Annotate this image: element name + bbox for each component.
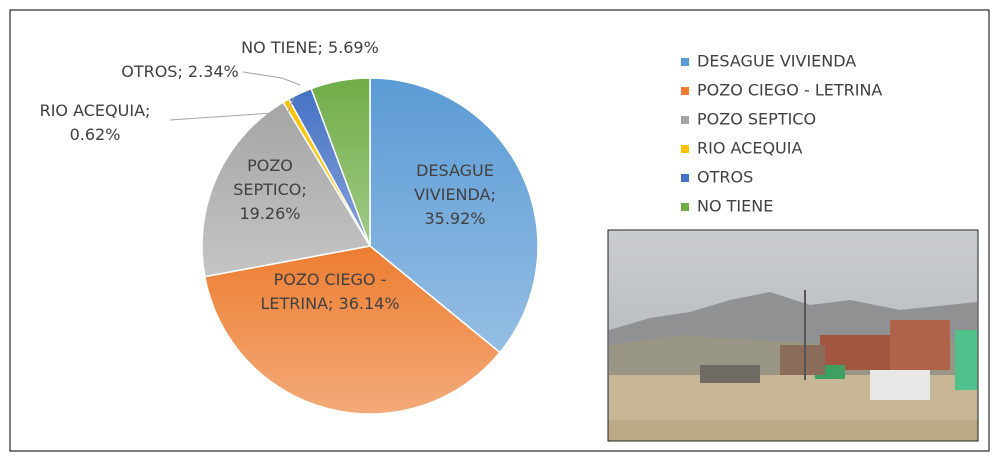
label-line: 35.92% xyxy=(424,209,485,228)
photo xyxy=(608,230,978,441)
legend-swatch xyxy=(681,116,689,124)
pie xyxy=(202,78,538,414)
data-label: DESAGUE VIVIENDA; 35.92% xyxy=(414,161,496,228)
label-line: OTROS; 2.34% xyxy=(121,62,239,81)
legend-swatch xyxy=(681,145,689,153)
legend-swatch xyxy=(681,58,689,66)
label-line: RIO ACEQUIA; xyxy=(40,101,151,120)
data-label: OTROS; 2.34% xyxy=(121,62,239,81)
data-label: NO TIENE; 5.69% xyxy=(241,38,379,57)
label-line: LETRINA; 36.14% xyxy=(260,294,399,313)
legend-label: NO TIENE xyxy=(697,197,773,216)
legend-swatch xyxy=(681,87,689,95)
chart: DESAGUE VIVIENDA; 35.92% POZO CIEGO - LETRIN… xyxy=(0,0,1000,462)
label-line: POZO xyxy=(247,156,293,175)
label-line: SEPTICO; xyxy=(233,180,307,199)
legend-label: DESAGUE VIVIENDA xyxy=(697,52,856,71)
label-line: NO TIENE; 5.69% xyxy=(241,38,379,57)
legend-label: OTROS xyxy=(697,168,753,187)
legend-label: RIO ACEQUIA xyxy=(697,139,802,158)
label-line: DESAGUE xyxy=(416,161,494,180)
label-line: 0.62% xyxy=(70,125,121,144)
label-line: 19.26% xyxy=(239,204,300,223)
legend-swatch xyxy=(681,203,689,211)
label-line: VIVIENDA; xyxy=(414,185,496,204)
legend-swatch xyxy=(681,174,689,182)
legend-label: POZO SEPTICO xyxy=(697,110,816,129)
legend-label: POZO CIEGO - LETRINA xyxy=(697,81,882,100)
label-line: POZO CIEGO - xyxy=(274,270,387,289)
